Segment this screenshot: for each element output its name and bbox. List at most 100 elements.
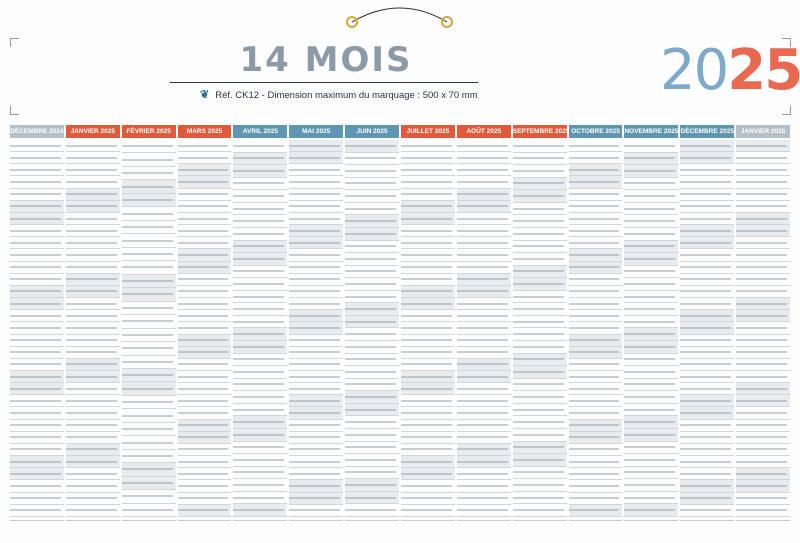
day-text-placeholder xyxy=(345,195,397,198)
day-row xyxy=(345,328,400,341)
day-text-placeholder xyxy=(401,484,452,487)
day-row xyxy=(512,190,567,203)
day-text-placeholder xyxy=(65,144,117,147)
day-row xyxy=(401,189,455,201)
day-row xyxy=(10,395,64,408)
day-text-placeholder xyxy=(736,217,788,220)
day-text-placeholder xyxy=(10,375,61,378)
day-row xyxy=(10,225,64,238)
day-text-placeholder xyxy=(233,433,285,436)
day-row xyxy=(512,366,567,379)
day-text-placeholder xyxy=(456,424,508,427)
day-row xyxy=(10,212,64,226)
day-text-placeholder xyxy=(65,217,117,220)
day-text-placeholder xyxy=(289,156,341,159)
day-row xyxy=(456,273,511,286)
day-row xyxy=(121,261,176,275)
day-text-placeholder xyxy=(401,326,452,329)
day-row xyxy=(456,505,511,517)
day-row xyxy=(65,383,120,396)
day-text-placeholder xyxy=(568,193,620,196)
day-row xyxy=(624,291,679,304)
day-row xyxy=(624,303,679,316)
day-text-placeholder xyxy=(401,375,452,378)
day-text-placeholder xyxy=(624,446,676,449)
day-text-placeholder xyxy=(680,266,732,269)
day-row xyxy=(680,492,735,505)
day-text-placeholder xyxy=(233,169,285,172)
day-text-placeholder xyxy=(512,232,564,235)
month-column: AVRIL 2025 xyxy=(233,125,288,517)
day-row xyxy=(177,213,232,226)
day-row xyxy=(624,442,679,455)
day-text-placeholder xyxy=(568,509,620,512)
day-row xyxy=(233,140,288,153)
day-row xyxy=(401,335,455,347)
day-text-placeholder xyxy=(680,472,732,475)
day-row xyxy=(10,322,64,335)
day-row xyxy=(401,176,455,189)
day-text-placeholder xyxy=(680,424,732,427)
day-text-placeholder xyxy=(736,168,788,171)
day-text-placeholder xyxy=(345,157,397,160)
day-row xyxy=(10,189,64,201)
day-text-placeholder xyxy=(456,253,508,256)
day-text-placeholder xyxy=(233,370,285,373)
day-text-placeholder xyxy=(401,436,452,439)
day-row xyxy=(512,140,567,153)
day-text-placeholder xyxy=(65,156,117,159)
day-row xyxy=(512,429,567,442)
day-text-placeholder xyxy=(121,441,173,444)
day-text-placeholder xyxy=(345,308,397,311)
day-row xyxy=(568,310,623,323)
day-text-placeholder xyxy=(121,185,173,188)
day-text-placeholder xyxy=(177,217,229,220)
day-row xyxy=(345,442,400,455)
day-row xyxy=(456,468,511,481)
day-row xyxy=(568,176,623,189)
day-row xyxy=(624,178,679,191)
day-row xyxy=(121,329,176,343)
day-text-placeholder xyxy=(10,509,61,512)
day-text-placeholder xyxy=(456,156,508,159)
day-row xyxy=(401,322,455,335)
day-text-placeholder xyxy=(680,144,732,147)
day-text-placeholder xyxy=(177,424,229,427)
day-row xyxy=(624,454,679,467)
day-text-placeholder xyxy=(512,408,564,411)
day-text-placeholder xyxy=(121,226,173,229)
day-text-placeholder xyxy=(401,217,452,220)
day-row xyxy=(233,165,288,178)
day-text-placeholder xyxy=(177,460,229,463)
day-text-placeholder xyxy=(289,314,341,317)
day-row xyxy=(65,480,120,493)
day-text-placeholder xyxy=(289,217,341,220)
day-text-placeholder xyxy=(233,408,285,411)
day-text-placeholder xyxy=(10,241,61,244)
day-text-placeholder xyxy=(736,472,788,475)
month-header: DÉCEMBRE 2025 xyxy=(680,125,735,138)
day-text-placeholder xyxy=(624,308,676,311)
day-text-placeholder xyxy=(456,314,508,317)
day-row xyxy=(65,358,120,371)
day-text-placeholder xyxy=(568,168,620,171)
day-row xyxy=(121,409,176,423)
day-text-placeholder xyxy=(177,436,229,439)
day-row xyxy=(233,215,288,228)
day-text-placeholder xyxy=(401,509,452,512)
hanger-string-icon xyxy=(346,7,453,28)
footer-note xyxy=(177,520,232,534)
day-text-placeholder xyxy=(65,363,117,366)
day-text-placeholder xyxy=(736,193,788,196)
day-row xyxy=(512,353,567,367)
day-text-placeholder xyxy=(65,497,117,500)
day-text-placeholder xyxy=(10,290,61,293)
day-row xyxy=(289,407,344,420)
day-text-placeholder xyxy=(121,374,173,377)
day-text-placeholder xyxy=(289,460,341,463)
day-text-placeholder xyxy=(10,253,61,256)
day-text-placeholder xyxy=(345,169,397,172)
day-text-placeholder xyxy=(121,495,173,498)
day-row xyxy=(65,262,120,274)
